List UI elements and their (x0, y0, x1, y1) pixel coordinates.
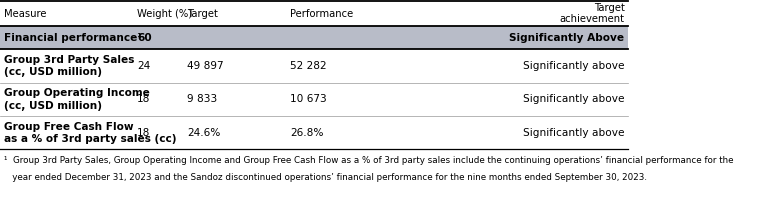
Text: Measure: Measure (4, 9, 46, 19)
Text: 60: 60 (137, 33, 152, 43)
Bar (0, 116, 628, 150)
Text: 24: 24 (137, 61, 150, 71)
Text: Weight (%): Weight (%) (137, 9, 192, 19)
Text: Significantly above: Significantly above (523, 61, 624, 71)
Text: Group Operating Income
(cc, USD million): Group Operating Income (cc, USD million) (4, 88, 150, 111)
Text: ¹  Group 3rd Party Sales, Group Operating Income and Group Free Cash Flow as a %: ¹ Group 3rd Party Sales, Group Operating… (4, 156, 733, 165)
Text: 49 897: 49 897 (187, 61, 224, 71)
Text: 9 833: 9 833 (187, 94, 218, 104)
Text: Financial performance¹: Financial performance¹ (4, 33, 142, 43)
Text: 18: 18 (137, 128, 150, 138)
Text: Significantly Above: Significantly Above (509, 33, 624, 43)
Bar (0, 83, 628, 116)
Bar (0, 49, 628, 83)
Text: Target: Target (187, 9, 218, 19)
Text: Significantly above: Significantly above (523, 94, 624, 104)
Text: 24.6%: 24.6% (187, 128, 221, 138)
Bar (0, 1, 628, 26)
Text: 10 673: 10 673 (290, 94, 327, 104)
Text: Group 3rd Party Sales
(cc, USD million): Group 3rd Party Sales (cc, USD million) (4, 55, 134, 77)
Text: Target
achievement: Target achievement (560, 3, 624, 24)
Bar (0, 26, 628, 49)
Text: 52 282: 52 282 (290, 61, 327, 71)
Text: Group Free Cash Flow
as a % of 3rd party sales (cc): Group Free Cash Flow as a % of 3rd party… (4, 122, 176, 144)
Text: 18: 18 (137, 94, 150, 104)
Text: Significantly above: Significantly above (523, 128, 624, 138)
Text: 26.8%: 26.8% (290, 128, 324, 138)
Text: year ended December 31, 2023 and the Sandoz discontinued operations’ financial p: year ended December 31, 2023 and the San… (4, 173, 647, 182)
Text: Performance: Performance (290, 9, 354, 19)
